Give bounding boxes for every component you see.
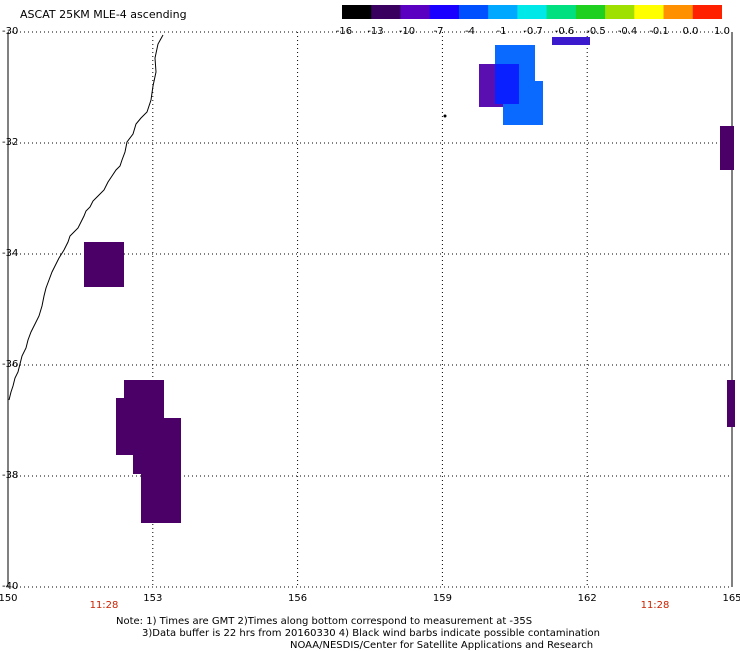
colorbar-segment (342, 5, 372, 19)
data-cell (141, 470, 181, 523)
colorbar-label: -0.1 (649, 26, 669, 37)
colorbar-label: -7 (433, 26, 444, 37)
colorbar-label: -4 (465, 26, 475, 37)
longitude-tick-label: 153 (143, 593, 163, 604)
colorbar-segment (458, 5, 489, 19)
longitude-tick-label: 162 (577, 593, 597, 604)
note-line: NOAA/NESDIS/Center for Satellite Applica… (290, 640, 594, 651)
coastline (8, 34, 164, 401)
colorbar-segment (692, 5, 722, 19)
latitude-tick-label: -38 (2, 470, 19, 481)
data-cell (84, 242, 124, 287)
colorbar-segment (429, 5, 460, 19)
latitude-tick-label: -40 (2, 581, 19, 592)
colorbar-segment (575, 5, 606, 19)
colorbar-segment (400, 5, 431, 19)
colorbar-segment (634, 5, 665, 19)
data-cell (133, 418, 181, 474)
colorbar-segment (605, 5, 635, 19)
colorbar-segment (546, 5, 577, 19)
colorbar-segment (663, 5, 694, 19)
colorbar-label: -10 (398, 26, 416, 37)
colorbar-label: -0.4 (617, 26, 638, 37)
colorbar-segment (517, 5, 548, 19)
latitude-tick-label: -34 (2, 248, 19, 259)
colorbar (342, 5, 722, 19)
colorbar-segment (488, 5, 518, 19)
colorbar-label: -1 (496, 26, 507, 37)
colorbar-label: 0.0 (682, 26, 699, 37)
data-cell (495, 64, 519, 104)
colorbar-label: 1.0 (714, 26, 730, 37)
time-label: 11:28 (89, 600, 119, 611)
longitude-tick-label: 165 (722, 593, 740, 604)
map-title: ASCAT 25KM MLE-4 ascending (20, 8, 187, 21)
longitude-tick-label: 156 (288, 593, 308, 604)
data-cell (720, 126, 734, 170)
note-line: Note: 1) Times are GMT 2)Times along bot… (116, 616, 533, 627)
time-label: 11:28 (640, 600, 670, 611)
colorbar-label: -13 (367, 26, 384, 37)
note-line: 3)Data buffer is 22 hrs from 20160330 4)… (142, 628, 600, 639)
latitude-tick-label: -30 (2, 26, 19, 37)
data-cell (727, 380, 735, 427)
longitude-tick-label: 159 (432, 593, 452, 604)
latitude-tick-label: -32 (2, 137, 19, 148)
island-marker (443, 114, 447, 118)
longitude-tick-label: 150 (0, 593, 18, 604)
latitude-tick-label: -36 (2, 359, 19, 370)
colorbar-segment (371, 5, 401, 19)
data-cell (552, 37, 590, 45)
